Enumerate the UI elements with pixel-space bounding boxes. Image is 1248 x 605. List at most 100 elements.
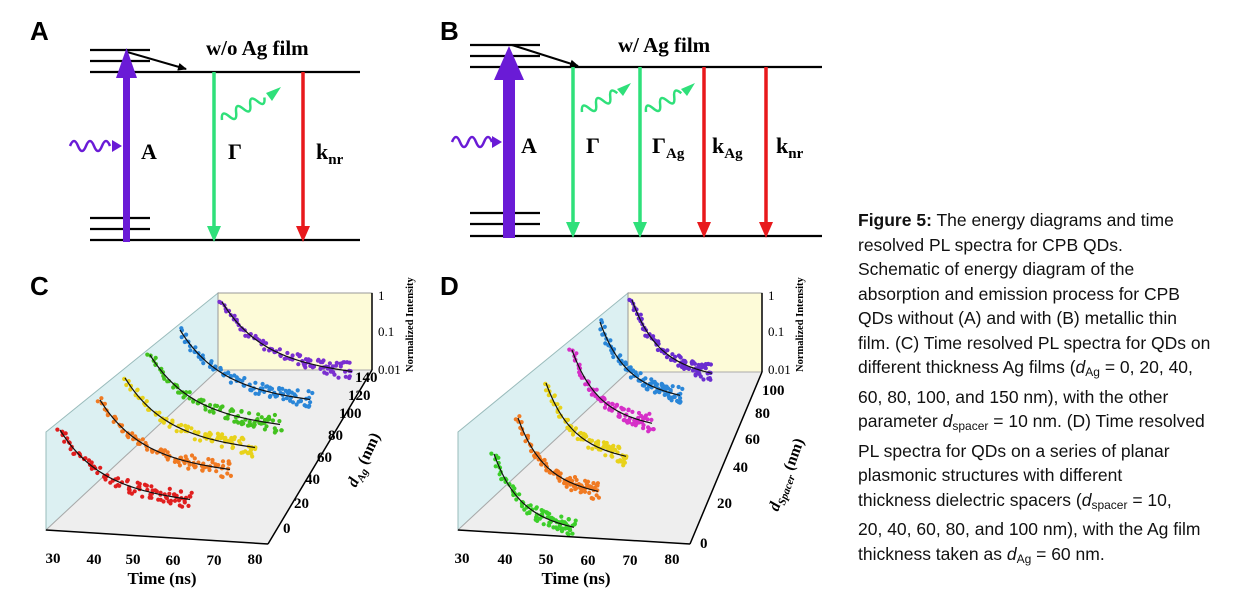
decay-data-point bbox=[284, 356, 289, 361]
decay-data-point bbox=[192, 456, 197, 461]
decay-data-point bbox=[252, 422, 257, 427]
decay-data-point bbox=[219, 474, 224, 479]
decay-data-point bbox=[698, 374, 703, 379]
decay-data-point bbox=[290, 400, 296, 405]
decay-data-point bbox=[540, 511, 545, 517]
decay-data-point bbox=[237, 439, 242, 444]
decay-data-point bbox=[575, 436, 580, 442]
decay-data-point bbox=[281, 397, 286, 402]
decay-data-point bbox=[240, 450, 245, 455]
decay-data-point bbox=[539, 508, 544, 513]
decay-data-point bbox=[256, 412, 261, 417]
decay-data-point bbox=[567, 475, 573, 481]
decay-data-point bbox=[527, 510, 532, 515]
svg-text:20: 20 bbox=[717, 496, 732, 512]
decay-data-point bbox=[657, 389, 662, 394]
decay-data-point bbox=[641, 423, 646, 428]
decay-data-point bbox=[298, 353, 303, 358]
decay-fit-line bbox=[59, 429, 191, 501]
decay-data-point bbox=[225, 471, 230, 476]
decay-data-point bbox=[259, 421, 264, 426]
decay-data-point bbox=[72, 451, 77, 456]
decay-data-point bbox=[218, 365, 223, 371]
decay-data-point bbox=[609, 453, 614, 458]
decay-data-point bbox=[641, 416, 646, 421]
decay-data-point bbox=[230, 445, 236, 450]
decay-data-point bbox=[264, 341, 269, 346]
decay-data-point bbox=[649, 417, 654, 422]
depth-axis-label-d: dSpacer (nm) bbox=[766, 436, 811, 514]
decay-data-point bbox=[289, 390, 294, 395]
decay-data-point bbox=[192, 429, 197, 434]
decay-data-point bbox=[186, 466, 191, 471]
decay-data-point bbox=[228, 473, 233, 478]
decay-data-point bbox=[655, 347, 661, 353]
x-axis-label-c: Time (ns) bbox=[127, 569, 196, 588]
decay-data-point bbox=[161, 420, 166, 425]
decay-data-point bbox=[267, 394, 272, 399]
decay-data-point bbox=[296, 399, 301, 404]
decay-data-point bbox=[517, 492, 522, 497]
decay-data-point bbox=[132, 489, 137, 494]
decay-data-point bbox=[636, 410, 642, 416]
decay-data-point bbox=[286, 391, 291, 396]
decay-fit-line bbox=[631, 299, 713, 374]
decay-data-point bbox=[557, 414, 562, 419]
decay-data-point bbox=[647, 411, 652, 416]
decay-data-point bbox=[617, 445, 622, 451]
decay-data-point bbox=[264, 384, 269, 389]
z-ticks-c: 1 0.1 0.01 bbox=[378, 288, 401, 377]
decay-data-point bbox=[595, 440, 601, 445]
decay-data-point bbox=[279, 428, 284, 433]
decay-data-point bbox=[614, 402, 620, 407]
decay-data-point bbox=[677, 400, 683, 405]
decay-data-point bbox=[683, 360, 688, 365]
x-axis-line-c bbox=[45, 529, 269, 545]
svg-text:120: 120 bbox=[348, 388, 371, 404]
knr-arrow-a bbox=[296, 72, 310, 242]
decay-data-point bbox=[178, 489, 184, 494]
decay-fit-line bbox=[493, 453, 575, 528]
decay-data-point bbox=[599, 318, 604, 323]
svg-text:80: 80 bbox=[665, 552, 680, 568]
decay-data-point bbox=[168, 498, 174, 503]
decay-data-point bbox=[203, 407, 208, 412]
decay-data-point bbox=[236, 322, 241, 328]
decay-data-point bbox=[345, 360, 350, 365]
svg-text:0.01: 0.01 bbox=[768, 362, 791, 377]
svg-text:40: 40 bbox=[87, 552, 102, 568]
decay-data-point bbox=[542, 457, 547, 463]
decay-data-point bbox=[493, 464, 498, 469]
decay-data-point bbox=[551, 525, 556, 530]
decay-data-point bbox=[176, 460, 181, 465]
decay-data-point bbox=[180, 504, 185, 509]
decay-data-point bbox=[181, 395, 186, 400]
decay-data-point bbox=[220, 459, 226, 464]
decay-data-point bbox=[566, 532, 571, 537]
decay-data-point bbox=[182, 460, 187, 466]
decay-data-point bbox=[696, 362, 701, 368]
decay-data-point bbox=[223, 438, 228, 443]
decay-data-point bbox=[248, 387, 253, 393]
decay-data-point bbox=[651, 427, 656, 432]
x-axis-line-d bbox=[457, 529, 691, 545]
decay-data-point bbox=[253, 380, 258, 385]
decay-data-point bbox=[602, 396, 607, 401]
decay-data-point bbox=[284, 396, 289, 401]
label-knr-a: knr bbox=[316, 139, 344, 168]
decay-data-point bbox=[143, 403, 148, 408]
decay-data-point bbox=[514, 497, 519, 502]
relaxation-arrow-b bbox=[511, 44, 579, 68]
decay-data-point bbox=[577, 370, 582, 375]
decay-data-point bbox=[652, 390, 658, 395]
decay-data-point bbox=[272, 412, 277, 418]
label-gamma-ag-b: ΓAg bbox=[652, 133, 685, 162]
decay-data-point bbox=[489, 451, 494, 456]
decay-data-point bbox=[306, 404, 311, 409]
decay-data-point bbox=[243, 333, 248, 338]
svg-text:0: 0 bbox=[700, 536, 708, 552]
decay-data-point bbox=[570, 531, 575, 536]
decay-data-point bbox=[610, 402, 615, 407]
decay-data-point bbox=[232, 313, 237, 318]
decay-data-point bbox=[534, 505, 539, 510]
